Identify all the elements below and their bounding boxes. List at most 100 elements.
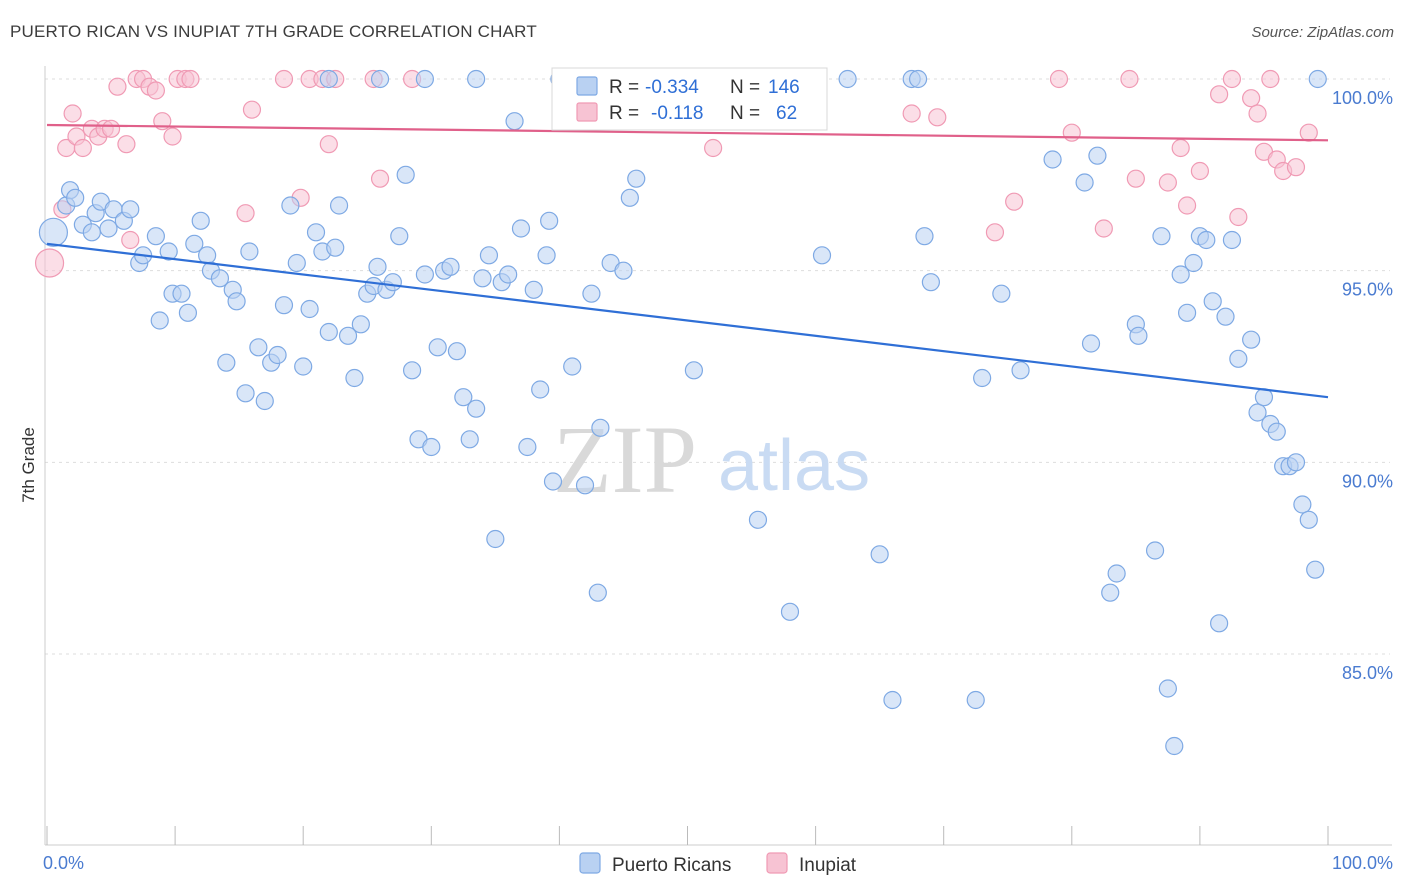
point-puerto-ricans-121	[1184, 253, 1203, 273]
trend-line-inupiat	[46, 123, 1329, 142]
point-puerto-ricans-76	[540, 211, 559, 230]
point-puerto-ricans-16	[159, 242, 178, 261]
point-puerto-ricans-96	[838, 69, 857, 89]
point-puerto-ricans-140	[1308, 69, 1327, 89]
point-puerto-ricans-70	[505, 112, 524, 131]
series-label-inupiat: Inupiat	[799, 855, 857, 876]
axes	[44, 66, 1392, 846]
point-puerto-ricans-128	[1229, 349, 1248, 368]
point-puerto-ricans-58	[428, 338, 447, 357]
point-inupiat-48	[1210, 85, 1229, 104]
point-puerto-ricans-123	[1197, 230, 1216, 250]
point-puerto-ricans-129	[1242, 330, 1261, 349]
point-inupiat-49	[1222, 69, 1242, 89]
point-inupiat-22	[236, 204, 255, 223]
x-tick-label-1: 100.0%	[1332, 853, 1393, 873]
legend-r-label-2: R =	[609, 103, 639, 124]
point-puerto-ricans-21	[191, 211, 210, 230]
point-inupiat-58	[1299, 123, 1318, 142]
point-puerto-ricans-106	[1011, 361, 1030, 380]
point-inupiat-3	[63, 104, 82, 123]
point-puerto-ricans-25	[217, 353, 236, 372]
chart-title: PUERTO RICAN VS INUPIAT 7TH GRADE CORREL…	[10, 22, 537, 41]
stats-legend-frame	[551, 67, 828, 131]
point-puerto-ricans-116	[1152, 227, 1171, 246]
point-puerto-ricans-33	[268, 345, 287, 365]
point-inupiat-37	[985, 223, 1005, 242]
point-puerto-ricans-108	[1075, 173, 1094, 192]
point-puerto-ricans-24	[210, 269, 230, 288]
legend-n-label-1: N =	[730, 77, 760, 98]
point-inupiat-10	[108, 77, 127, 96]
point-puerto-ricans-97	[870, 545, 889, 564]
point-puerto-ricans-66	[479, 246, 499, 265]
legend-n-value-2: 62	[776, 103, 797, 124]
point-puerto-ricans-20	[185, 234, 204, 253]
point-puerto-ricans-82	[588, 583, 607, 602]
point-inupiat-45	[1171, 138, 1190, 158]
series-swatch-puerto-ricans	[579, 852, 601, 874]
point-puerto-ricans-62	[454, 388, 473, 407]
x-tick-label-0: 0.0%	[43, 853, 84, 873]
point-puerto-ricans-67	[486, 529, 505, 549]
stats-legend-box: R = -0.334 N = 146 R = -0.118 N = 62	[551, 67, 828, 131]
point-puerto-ricans-38	[300, 299, 319, 319]
point-puerto-ricans-60	[441, 257, 460, 276]
point-puerto-ricans-27	[227, 292, 246, 311]
point-puerto-ricans-44	[338, 326, 358, 345]
point-inupiat-36	[928, 108, 947, 127]
point-inupiat-42	[1120, 69, 1139, 89]
y-tick-label-3: 100.0%	[1332, 88, 1393, 108]
point-inupiat-35	[902, 104, 921, 123]
point-puerto-ricans-115	[1145, 541, 1165, 560]
point-puerto-ricans-73	[524, 280, 543, 299]
point-puerto-ricans-89	[684, 361, 704, 380]
point-puerto-ricans-18	[172, 284, 191, 303]
point-puerto-ricans-15	[146, 227, 165, 246]
point-puerto-ricans-11	[121, 200, 140, 219]
point-puerto-ricans-0	[38, 217, 69, 247]
point-puerto-ricans-102	[921, 273, 940, 292]
y-axis-title: 7th Grade	[19, 427, 38, 503]
point-inupiat-18	[163, 127, 182, 146]
trend-line-puerto-ricans	[46, 242, 1329, 399]
point-puerto-ricans-37	[294, 357, 313, 376]
point-inupiat-41	[1094, 219, 1113, 238]
point-puerto-ricans-57	[422, 437, 441, 457]
point-puerto-ricans-137	[1293, 495, 1312, 514]
point-inupiat-21	[181, 69, 200, 89]
point-inupiat-24	[274, 69, 294, 89]
point-puerto-ricans-138	[1299, 510, 1318, 529]
point-puerto-ricans-130	[1248, 403, 1267, 422]
point-puerto-ricans-75	[537, 246, 556, 265]
point-puerto-ricans-39	[306, 223, 326, 242]
legend-r-value-2: -0.118	[651, 103, 703, 124]
point-puerto-ricans-127	[1222, 230, 1242, 250]
grid-lines	[45, 78, 1390, 655]
point-inupiat-44	[1158, 173, 1177, 192]
point-puerto-ricans-141	[319, 69, 338, 89]
point-puerto-ricans-136	[1286, 453, 1306, 472]
tick-labels: 85.0% 90.0% 95.0% 100.0% 0.0% 100.0%	[43, 88, 1393, 873]
legend-r-value-1: -0.334	[645, 77, 699, 98]
point-puerto-ricans-64	[467, 399, 486, 418]
point-inupiat-12	[121, 230, 140, 250]
point-puerto-ricans-143	[415, 69, 434, 89]
point-puerto-ricans-46	[351, 315, 370, 334]
point-inupiat-9	[101, 119, 121, 138]
point-puerto-ricans-124	[1203, 292, 1222, 311]
legend-r-label-1: R =	[609, 77, 639, 98]
point-puerto-ricans-3	[66, 188, 85, 207]
point-puerto-ricans-105	[992, 284, 1011, 303]
point-puerto-ricans-100	[908, 69, 928, 89]
point-puerto-ricans-118	[1165, 736, 1184, 756]
point-puerto-ricans-61	[447, 342, 467, 361]
point-inupiat-40	[1062, 123, 1081, 142]
point-puerto-ricans-142	[370, 69, 390, 89]
series-label-puerto-ricans: Puerto Ricans	[612, 855, 731, 876]
point-inupiat-16	[146, 81, 165, 100]
point-puerto-ricans-53	[396, 165, 415, 184]
point-inupiat-51	[1242, 89, 1261, 108]
point-inupiat-28	[319, 135, 338, 154]
